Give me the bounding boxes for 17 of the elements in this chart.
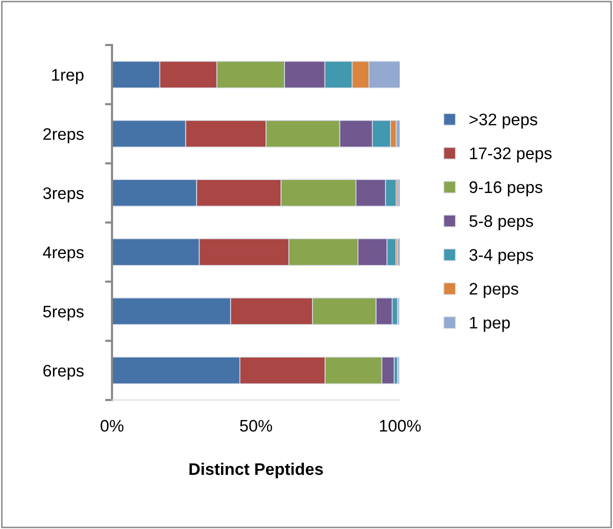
legend-label: 3-4 peps — [469, 249, 534, 264]
legend-label: 9-16 peps — [470, 181, 542, 196]
legend-label: 1 pep — [470, 316, 510, 332]
y-tick-label: 6reps — [43, 364, 84, 380]
x-axis-title: Distinct Peptides — [190, 462, 323, 478]
x-tick-label: 0% — [100, 420, 124, 432]
y-tick-label: 4reps — [42, 246, 84, 262]
x-tick-label: 50% — [240, 420, 272, 432]
y-tick-label: 2reps — [43, 128, 84, 144]
legend-label: 2 peps — [470, 282, 518, 298]
x-tick-label: 100% — [380, 420, 421, 432]
legend-label: 5-8 peps — [469, 215, 534, 230]
legend-label: >32 peps — [470, 114, 538, 129]
legend-label: 17-32 peps — [470, 147, 552, 163]
y-tick-label: 3reps — [43, 187, 84, 202]
y-tick-label: 5reps — [43, 306, 84, 321]
y-tick-label: 1rep — [52, 69, 84, 84]
